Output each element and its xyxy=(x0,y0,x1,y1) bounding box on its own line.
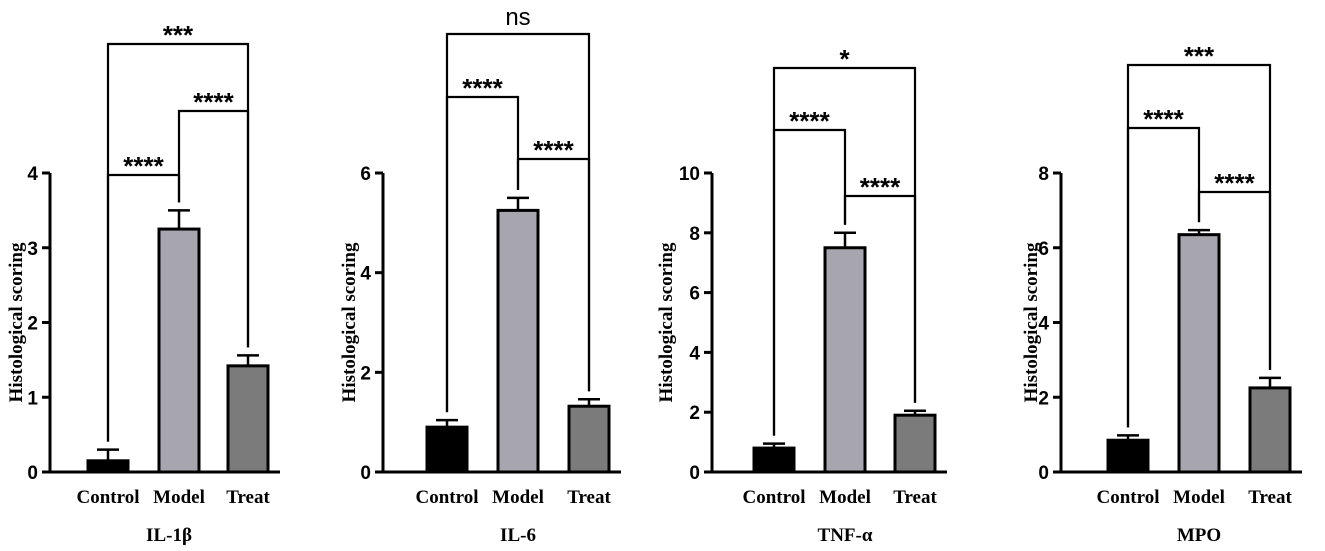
category-label: Treat xyxy=(567,487,611,508)
y-tick-label: 4 xyxy=(360,264,371,285)
bar-control xyxy=(1106,438,1150,474)
chart-title: IL-1β xyxy=(146,525,192,546)
y-tick-label: 2 xyxy=(689,403,700,424)
y-tick-label: 6 xyxy=(360,164,371,185)
significance-label: **** xyxy=(123,151,164,181)
bar-control xyxy=(752,446,796,474)
bar-treat xyxy=(226,364,270,474)
significance-label: *** xyxy=(163,20,194,50)
y-tick-label: 8 xyxy=(1038,164,1049,185)
bar-treat xyxy=(1248,386,1292,474)
significance-label: **** xyxy=(860,172,901,202)
y-axis-label: Histological scoring xyxy=(656,242,677,402)
category-label: Model xyxy=(819,487,871,508)
y-axis-label: Histological scoring xyxy=(339,242,360,402)
significance-bracket xyxy=(445,32,591,413)
category-label: Treat xyxy=(1248,487,1292,508)
chart-title: IL-6 xyxy=(500,525,536,546)
significance-bracket xyxy=(106,42,250,442)
category-label: Control xyxy=(1097,487,1160,508)
bar-model xyxy=(823,246,867,474)
category-label: Treat xyxy=(893,487,937,508)
y-tick-label: 6 xyxy=(689,284,700,305)
y-tick-label: 2 xyxy=(360,363,371,384)
y-tick-label: 3 xyxy=(27,239,38,260)
chart-title: TNF-α xyxy=(818,525,873,546)
y-tick-label: 2 xyxy=(1038,388,1049,409)
significance-label: **** xyxy=(462,73,503,103)
category-label: Model xyxy=(492,487,544,508)
chart-panel-tnf-: 0 2 4 6 8 10 Histological scoring Control Model T… xyxy=(656,44,947,546)
y-tick-label: 0 xyxy=(689,463,700,484)
y-tick-label: 4 xyxy=(689,343,700,364)
bar-model xyxy=(157,227,201,474)
significance-bracket xyxy=(772,66,917,436)
y-tick-label: 10 xyxy=(679,164,700,185)
bar-treat xyxy=(567,404,611,474)
category-label: Model xyxy=(153,487,205,508)
y-tick-label: 6 xyxy=(1038,239,1049,260)
chart-title: MPO xyxy=(1177,525,1221,546)
chart-panel-mpo: 0 2 4 6 8 Histological scoring Control Model Tre… xyxy=(1021,41,1302,546)
significance-bracket xyxy=(1126,63,1272,428)
significance-label: ns xyxy=(505,4,530,31)
significance-label: **** xyxy=(193,87,234,117)
significance-label: **** xyxy=(533,135,574,165)
significance-label: **** xyxy=(789,106,830,136)
significance-label: **** xyxy=(1143,104,1184,134)
y-tick-label: 1 xyxy=(27,388,38,409)
significance-label: **** xyxy=(1214,168,1255,198)
bar-model xyxy=(1177,233,1221,474)
bar-control xyxy=(425,425,469,474)
y-tick-label: 0 xyxy=(360,463,371,484)
chart-panel-il-1-: 0 1 2 3 4 Histological scoring Control Model Tre… xyxy=(6,20,280,546)
chart-panel-il-6: 0 2 4 6 Histological scoring Control Model Trea… xyxy=(339,4,621,546)
category-label: Control xyxy=(77,487,140,508)
category-label: Treat xyxy=(226,487,270,508)
bar-model xyxy=(496,208,540,474)
y-tick-label: 0 xyxy=(27,463,38,484)
y-axis-label: Histological scoring xyxy=(1021,242,1042,402)
significance-label: *** xyxy=(1184,41,1215,71)
y-tick-label: 4 xyxy=(27,164,38,185)
y-axis-label: Histological scoring xyxy=(6,242,27,402)
category-label: Control xyxy=(743,487,806,508)
bar-treat xyxy=(893,413,937,474)
y-tick-label: 0 xyxy=(1038,463,1049,484)
y-tick-label: 4 xyxy=(1038,314,1049,335)
y-tick-label: 8 xyxy=(689,224,700,245)
significance-label: * xyxy=(839,44,850,74)
category-label: Control xyxy=(416,487,479,508)
bar-control xyxy=(86,459,130,474)
category-label: Model xyxy=(1173,487,1225,508)
y-tick-label: 2 xyxy=(27,314,38,335)
